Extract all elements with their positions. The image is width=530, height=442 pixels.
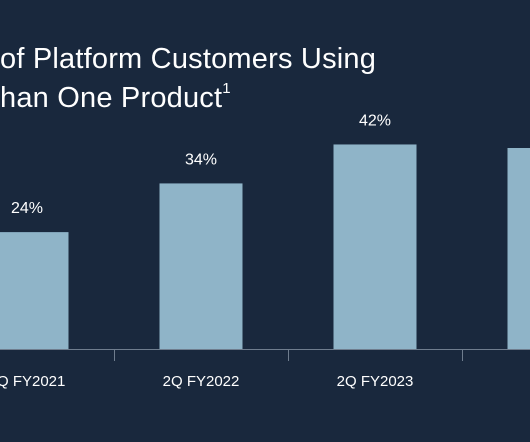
x-tick-label: 2Q FY2021 [0,373,65,390]
bar [507,148,530,349]
data-label: 24% [11,200,43,217]
bar [0,232,69,349]
title-line-1: of Platform Customers Using [0,43,377,75]
title-footnote-marker: 1 [222,80,231,97]
bar [159,183,243,349]
data-label: 34% [185,151,217,168]
bars-layer [0,144,530,349]
chart-title: of Platform Customers Using han One Prod… [0,0,530,140]
data-label: 42% [359,112,391,129]
x-tick-label: 2Q FY2023 [337,373,414,390]
title-line-2-text: han One Product [0,82,223,114]
data-labels-layer: 24% 34% 42% [11,112,391,217]
bar [333,144,417,349]
title-line-2: han One Product1 [0,80,231,115]
x-tick-label: 2Q FY2022 [163,373,240,390]
